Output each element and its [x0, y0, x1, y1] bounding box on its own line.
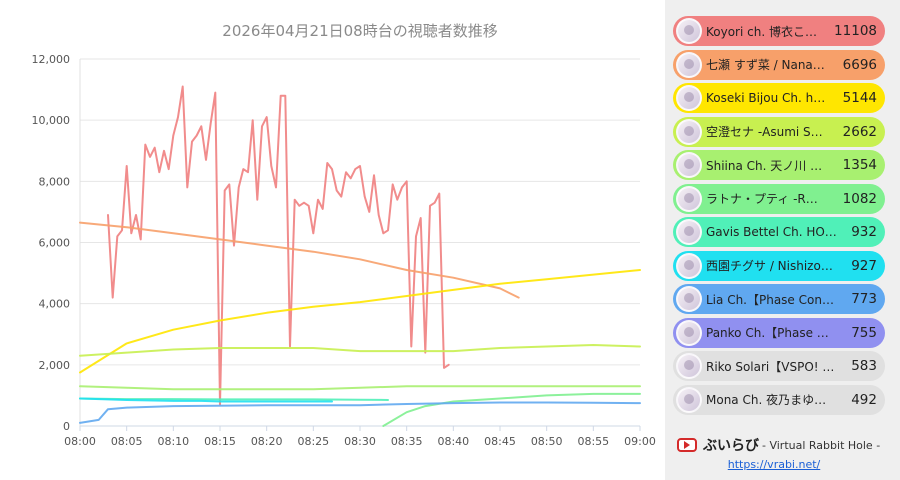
legend-value: 492 [851, 391, 877, 408]
legend-name: Shiina Ch. 天ノ川 … [706, 158, 823, 173]
x-tick-label: 08:50 [531, 435, 563, 448]
legend-name: 七瀬 すず菜 / Nana… [706, 58, 825, 72]
x-tick-label: 08:25 [297, 435, 329, 448]
x-tick-label: 08:30 [344, 435, 376, 448]
brand-subtitle: - Virtual Rabbit Hole - [762, 438, 881, 452]
y-tick-label: 10,000 [32, 114, 71, 127]
x-tick-label: 09:00 [624, 435, 656, 448]
x-tick-labels: 08:00 08:05 08:10 08:15 08:20 08:25 08:30 08:35… [64, 435, 656, 448]
y-tick-labels: 0 2,000 4,000 6,000 8,000 10,000 12,000 [32, 53, 71, 433]
legend-item[interactable]: 空澄セナ -Asumi S… 2662 [673, 116, 885, 147]
brand-name: ぶいらび [703, 438, 759, 454]
avatar-icon [676, 386, 702, 413]
avatar-icon [676, 152, 702, 178]
legend-value: 932 [851, 224, 877, 240]
avatar-icon [676, 286, 702, 312]
legend-name: Riko Solari【VSPO! … [706, 359, 835, 374]
x-tick-label: 08:20 [251, 435, 283, 448]
legend-value: 11108 [834, 23, 877, 39]
legend-value: 755 [851, 324, 877, 341]
play-logo-icon [677, 438, 697, 452]
legend-name: Gavis Bettel Ch. HO… [706, 225, 837, 239]
avatar-icon [676, 18, 702, 44]
x-tick-label: 08:05 [111, 435, 143, 448]
legend-item[interactable]: 西園チグサ / Nishizo… 927 [673, 250, 885, 281]
legend-item[interactable]: ラトナ・プティ -R… 1082 [673, 183, 885, 214]
series-line [79, 269, 641, 374]
legend-name: Koyori ch. 博衣こ… [706, 24, 817, 39]
series-line [79, 401, 641, 424]
legend-value: 2662 [842, 123, 877, 140]
legend-item[interactable]: Mona Ch. 夜乃まゆ… 492 [673, 384, 885, 415]
legend-name: ラトナ・プティ -R… [706, 192, 818, 206]
legend-value: 1354 [842, 157, 877, 173]
x-tick-label: 08:40 [437, 435, 469, 448]
avatar-icon [676, 219, 702, 245]
legend-value: 5144 [842, 90, 877, 106]
legend-item[interactable]: Koyori ch. 博衣こ… 11108 [673, 16, 885, 46]
legend-item[interactable]: Koseki Bijou Ch. h… 5144 [673, 83, 885, 113]
avatar-icon [676, 319, 702, 346]
legend-name: Koseki Bijou Ch. h… [706, 91, 826, 105]
x-tick-label: 08:10 [157, 435, 189, 448]
series-line [79, 385, 641, 391]
avatar-icon [676, 185, 702, 212]
x-tick-label: 08:00 [64, 435, 96, 448]
y-tick-label: 8,000 [39, 175, 71, 188]
legend-name: Lia Ch.【Phase Con… [706, 292, 834, 307]
x-tick-label: 08:35 [391, 435, 423, 448]
brand-row: ぶいらび - Virtual Rabbit Hole - [673, 433, 895, 457]
series-line [382, 392, 641, 427]
series-line [79, 397, 389, 401]
legend: Koyori ch. 博衣こ… 11108 七瀬 すず菜 / Nana… 6696 Ko… [673, 16, 885, 426]
legend-value: 583 [851, 358, 877, 374]
avatar-icon [676, 252, 702, 279]
grid-lines [80, 58, 640, 366]
footer: ぶいらび - Virtual Rabbit Hole - https://vra… [673, 430, 895, 480]
legend-item[interactable]: Riko Solari【VSPO! … 583 [673, 351, 885, 381]
legend-item[interactable]: 七瀬 すず菜 / Nana… 6696 [673, 49, 885, 80]
chart-panel: 0 2,000 4,000 6,000 8,000 10,000 12,000 08:00 0… [0, 0, 665, 480]
y-tick-label: 2,000 [39, 359, 71, 372]
x-tick-label: 08:15 [204, 435, 236, 448]
y-tick-label: 6,000 [39, 237, 71, 250]
y-tick-label: 0 [63, 420, 70, 433]
avatar-icon [676, 353, 702, 379]
x-tick-label: 08:45 [484, 435, 516, 448]
y-tick-label: 4,000 [39, 298, 71, 311]
legend-name: 空澄セナ -Asumi S… [706, 125, 823, 139]
series-lines [79, 85, 641, 427]
avatar-icon [676, 85, 702, 111]
series-line [79, 397, 333, 403]
site-link[interactable]: https://vrabi.net/ [727, 458, 821, 471]
legend-name: 西園チグサ / Nishizo… [706, 259, 833, 273]
legend-item[interactable]: Shiina Ch. 天ノ川 … 1354 [673, 150, 885, 180]
legend-name: Mona Ch. 夜乃まゆ… [706, 393, 827, 407]
legend-item[interactable]: Panko Ch.【Phase … 755 [673, 317, 885, 348]
legend-name: Panko Ch.【Phase … [706, 326, 829, 340]
series-line [79, 344, 641, 357]
legend-item[interactable]: Gavis Bettel Ch. HO… 932 [673, 217, 885, 247]
axes [79, 59, 641, 431]
y-tick-label: 12,000 [32, 53, 71, 66]
avatar-icon [676, 118, 702, 145]
legend-value: 927 [851, 257, 877, 274]
legend-value: 1082 [842, 190, 877, 207]
avatar-icon [676, 51, 702, 78]
chart-title: 2026年04月21日08時台の視聴者数推移 [222, 22, 498, 40]
legend-value: 6696 [842, 56, 877, 73]
legend-item[interactable]: Lia Ch.【Phase Con… 773 [673, 284, 885, 314]
x-tick-label: 08:55 [577, 435, 609, 448]
series-line [79, 221, 520, 299]
legend-value: 773 [851, 291, 877, 307]
series-line [107, 85, 450, 406]
